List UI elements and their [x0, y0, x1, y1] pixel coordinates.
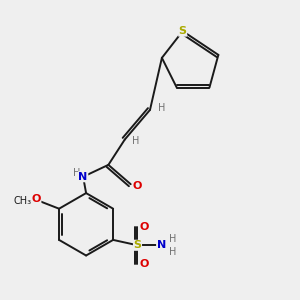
Text: S: S	[179, 26, 187, 36]
Text: H: H	[132, 136, 140, 146]
Text: H: H	[169, 247, 176, 257]
Text: H: H	[169, 234, 176, 244]
Text: H: H	[73, 168, 80, 178]
Text: N: N	[157, 240, 166, 250]
Text: O: O	[133, 181, 142, 191]
Text: O: O	[32, 194, 41, 204]
Text: H: H	[158, 103, 165, 113]
Text: N: N	[79, 172, 88, 182]
Text: O: O	[139, 259, 149, 269]
Text: O: O	[139, 222, 149, 232]
Text: CH₃: CH₃	[13, 196, 31, 206]
Text: S: S	[134, 240, 142, 250]
